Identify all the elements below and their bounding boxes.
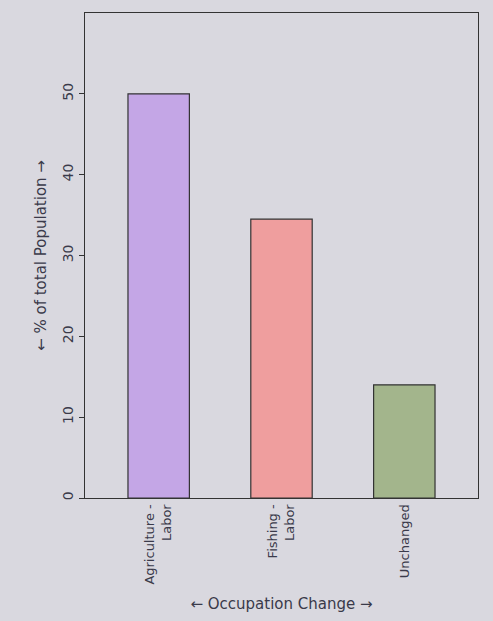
svg-text:Fishing -Labor: Fishing -Labor: [265, 504, 297, 559]
svg-text:← Occupation Change →: ← Occupation Change →: [190, 595, 372, 613]
svg-text:40: 40: [60, 164, 76, 182]
svg-text:20: 20: [60, 325, 76, 343]
svg-text:10: 10: [60, 406, 76, 424]
svg-text:Agriculture -Labor: Agriculture -Labor: [142, 504, 174, 585]
svg-text:30: 30: [60, 244, 76, 262]
svg-text:Unchanged: Unchanged: [397, 504, 412, 578]
svg-text:← % of total Population →: ← % of total Population →: [32, 160, 50, 351]
svg-text:0: 0: [60, 491, 76, 500]
svg-text:50: 50: [60, 83, 76, 101]
